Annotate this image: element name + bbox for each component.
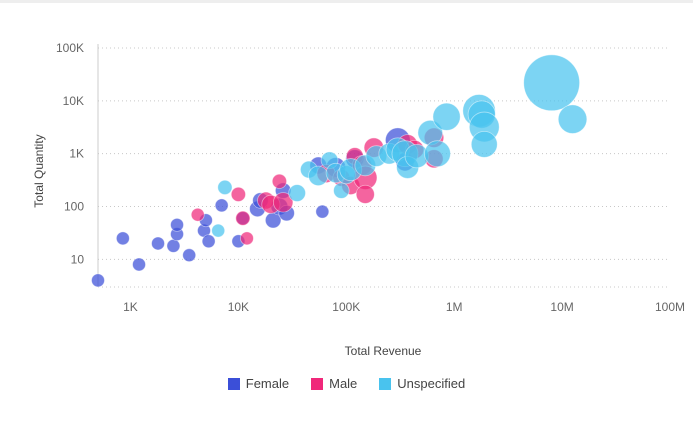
bubble-female[interactable] bbox=[315, 204, 330, 219]
bubble-male[interactable] bbox=[271, 173, 287, 189]
y-tick-label: 100 bbox=[64, 200, 84, 214]
x-tick-label: 100M bbox=[655, 300, 685, 314]
bubble-female[interactable] bbox=[166, 238, 181, 253]
tick-layer: 10 100 1K 10K 100K 1K 10K 100K 1M 10M 100M bbox=[56, 41, 685, 314]
bubble-male[interactable] bbox=[240, 231, 254, 246]
bubble-male[interactable] bbox=[355, 184, 375, 204]
x-tick-label: 10K bbox=[228, 300, 249, 314]
y-axis-title: Total Quantity bbox=[32, 134, 46, 207]
y-tick-label: 10 bbox=[71, 252, 85, 266]
legend-swatch-unspecified bbox=[379, 377, 392, 390]
legend-item-male[interactable]: Male bbox=[311, 376, 357, 391]
y-tick-label: 100K bbox=[56, 41, 84, 55]
bubble-unspecified[interactable] bbox=[470, 130, 498, 158]
x-tick-label: 100K bbox=[332, 300, 360, 314]
bubble-male[interactable] bbox=[230, 186, 246, 202]
bubble-unspecified[interactable] bbox=[557, 104, 588, 134]
bubble-female[interactable] bbox=[91, 273, 105, 288]
legend-label-female: Female bbox=[245, 376, 290, 391]
bubble-unspecified[interactable] bbox=[424, 140, 451, 168]
y-tick-label: 10K bbox=[63, 94, 84, 108]
bubble-unspecified[interactable] bbox=[217, 179, 233, 195]
bubble-female[interactable] bbox=[201, 234, 216, 249]
x-tick-label: 1K bbox=[123, 300, 138, 314]
bubble-layer bbox=[91, 54, 588, 288]
bubble-unspecified[interactable] bbox=[288, 184, 306, 202]
bubble-male[interactable] bbox=[235, 210, 251, 226]
bubble-female[interactable] bbox=[132, 257, 146, 272]
bubble-female[interactable] bbox=[115, 231, 130, 246]
x-axis-title: Total Revenue bbox=[345, 344, 422, 358]
top-band bbox=[0, 0, 693, 3]
bubble-unspecified[interactable] bbox=[333, 182, 350, 199]
bubble-male[interactable] bbox=[190, 207, 205, 222]
legend-swatch-female bbox=[227, 377, 240, 390]
legend: Female Male Unspecified bbox=[0, 376, 693, 391]
bubble-unspecified[interactable] bbox=[523, 54, 580, 112]
legend-item-female[interactable]: Female bbox=[227, 376, 290, 391]
legend-label-unspecified: Unspecified bbox=[397, 376, 466, 391]
bubble-unspecified[interactable] bbox=[432, 102, 461, 131]
grid-layer bbox=[97, 44, 670, 288]
legend-item-unspecified[interactable]: Unspecified bbox=[379, 376, 465, 391]
bubble-female[interactable] bbox=[170, 217, 184, 232]
bubble-unspecified[interactable] bbox=[211, 223, 226, 238]
x-tick-label: 1M bbox=[446, 300, 463, 314]
legend-label-male: Male bbox=[329, 376, 358, 391]
legend-swatch-male bbox=[311, 377, 324, 390]
x-tick-label: 10M bbox=[550, 300, 573, 314]
bubble-female[interactable] bbox=[214, 198, 229, 213]
bubble-male[interactable] bbox=[273, 192, 294, 213]
bubble-unspecified[interactable] bbox=[308, 165, 329, 187]
y-tick-label: 1K bbox=[69, 147, 84, 161]
bubble-female[interactable] bbox=[151, 236, 165, 251]
bubble-female[interactable] bbox=[182, 248, 197, 263]
